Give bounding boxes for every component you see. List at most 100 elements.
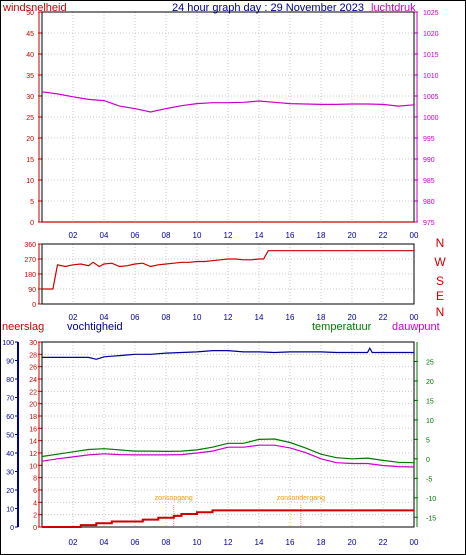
p3-x-tick-label: 16	[286, 538, 295, 547]
neerslag-tick-label: 90	[6, 359, 14, 366]
vochtigheid-tick-label: 22	[29, 389, 37, 396]
neerslag-tick-label: 0	[10, 525, 14, 532]
p2-x-tick-label: 06	[131, 313, 140, 322]
luchtdruk-tick-label: 995	[423, 136, 435, 143]
p1-x-tick-label: 06	[131, 231, 140, 240]
p3-plot-frame	[41, 341, 415, 528]
vochtigheid-tick-label: 0	[33, 525, 37, 532]
p1-x-tick-label: 14	[255, 231, 264, 240]
luchtdruk-tick-label: 1010	[423, 73, 439, 80]
temperatuur-tick-label: 25	[426, 359, 434, 366]
windrichting-line	[42, 250, 414, 290]
temperatuur-tick-label: 5	[426, 437, 430, 444]
temperatuur-tick-label: -15	[426, 515, 436, 522]
vochtigheid-tick-label: 6	[33, 488, 37, 495]
p3-x-tick-label: 02	[69, 538, 78, 547]
p2-x-tick-label: 04	[100, 313, 109, 322]
luchtdruk-tick-label: 975	[423, 220, 435, 227]
vochtigheid-tick-label: 12	[29, 451, 37, 458]
dauwpunt-line	[41, 444, 415, 468]
p2-plot-frame	[41, 243, 415, 305]
luchtdruk-tick-label: 1020	[423, 31, 439, 38]
vochtigheid-tick-label: 14	[29, 439, 37, 446]
luchtdruk-label: luchtdruk	[371, 2, 416, 14]
windrichting-tick-label: 180	[24, 272, 36, 279]
vochtigheid-tick-label: 26	[29, 365, 37, 372]
vochtigheid-tick-label: 28	[29, 352, 37, 359]
chart-title: 24 hour graph day : 29 November 2023	[172, 2, 364, 14]
p3-x-tick-label: 20	[348, 538, 357, 547]
p3-x-tick-label: 18	[317, 538, 326, 547]
temperatuur-tick-label: 15	[426, 398, 434, 405]
p2-x-tick-label: 16	[286, 313, 295, 322]
p3-x-tick-label: 10	[193, 538, 202, 547]
p3-x-tick-label: 12	[224, 538, 233, 547]
luchtdruk-tick-label: 980	[423, 199, 435, 206]
vochtigheid-tick-label: 8	[33, 476, 37, 483]
vochtigheid-tick-label: 16	[29, 426, 37, 433]
p2-x-tick-label: 22	[379, 313, 388, 322]
neerslag-tick-label: 30	[6, 470, 14, 477]
p1-x-tick-label: 04	[100, 231, 109, 240]
luchtdruk-tick-label: 1000	[423, 115, 439, 122]
p3-x-tick-label: 22	[379, 538, 388, 547]
windsnelheid-tick-label: 30	[26, 94, 34, 101]
neerslag-tick-label: 70	[6, 396, 14, 403]
luchtdruk-tick-label: 1005	[423, 94, 439, 101]
windrichting-tick-label: 0	[32, 302, 36, 309]
neerslag-tick-label: 80	[6, 377, 14, 384]
vochtigheid-tick-label: 24	[29, 377, 37, 384]
windrichting-tick-label: 270	[24, 257, 36, 264]
luchtdruk-tick-label: 1015	[423, 52, 439, 59]
windsnelheid-tick-label: 15	[26, 157, 34, 164]
p1-x-tick-label: 16	[286, 231, 295, 240]
p3-x-tick-label: 08	[162, 538, 171, 547]
windsnelheid-tick-label: 10	[26, 178, 34, 185]
pressure-panel: 0510152025303540455097598098599099510001…	[26, 10, 438, 240]
windsnelheid-tick-label: 0	[30, 220, 34, 227]
windsnelheid-tick-label: 45	[26, 31, 34, 38]
p3-x-tick-label: 04	[100, 538, 109, 547]
neerslag-label: neerslag	[2, 321, 44, 333]
temperatuur-tick-label: 10	[426, 418, 434, 425]
luchtdruk-tick-label: 985	[423, 178, 435, 185]
p2-x-tick-label: 20	[348, 313, 357, 322]
humidity-temperature-rain-panel: 0246810121416182022242628300102030405060…	[2, 340, 436, 547]
neerslag-tick-label: 50	[6, 433, 14, 440]
luchtdruk-tick-label: 1025	[423, 10, 439, 17]
windsnelheid-tick-label: 35	[26, 73, 34, 80]
p1-x-tick-label: 20	[348, 231, 357, 240]
p1-x-tick-label: 10	[193, 231, 202, 240]
neerslag-tick-label: 20	[6, 488, 14, 495]
p2-x-tick-label: 14	[255, 313, 264, 322]
compass-label: W	[434, 255, 446, 269]
vochtigheid-tick-label: 10	[29, 463, 37, 470]
sunrise-label: zonsopgang	[155, 495, 193, 502]
p2-x-tick-label: 10	[193, 313, 202, 322]
compass-label: S	[436, 274, 444, 288]
temperatuur-tick-label: -5	[426, 476, 432, 483]
vochtigheid-line	[42, 346, 414, 360]
vochtigheid-tick-label: 20	[29, 402, 37, 409]
p1-x-tick-label: 02	[69, 231, 78, 240]
windrichting-tick-label: 90	[28, 287, 36, 294]
p3-x-tick-label: 06	[131, 538, 140, 547]
vochtigheid-tick-label: 2	[33, 513, 37, 520]
p3-x-tick-label: 14	[255, 538, 264, 547]
neerslag-tick-label: 40	[6, 451, 14, 458]
p1-x-tick-label: 00	[410, 231, 419, 240]
windsnelheid-tick-label: 5	[30, 199, 34, 206]
windsnelheid-tick-label: 25	[26, 115, 34, 122]
temperatuur-tick-label: 20	[426, 379, 434, 386]
sunset-label: zonsondergang	[277, 495, 325, 502]
vochtigheid-label: vochtigheid	[67, 321, 123, 333]
luchtdruk-tick-label: 990	[423, 157, 435, 164]
p1-x-tick-label: 12	[224, 231, 233, 240]
compass-label: N	[436, 305, 445, 319]
windsnelheid-tick-label: 20	[26, 136, 34, 143]
vochtigheid-tick-label: 4	[33, 500, 37, 507]
temperatuur-tick-label: -10	[426, 496, 436, 503]
